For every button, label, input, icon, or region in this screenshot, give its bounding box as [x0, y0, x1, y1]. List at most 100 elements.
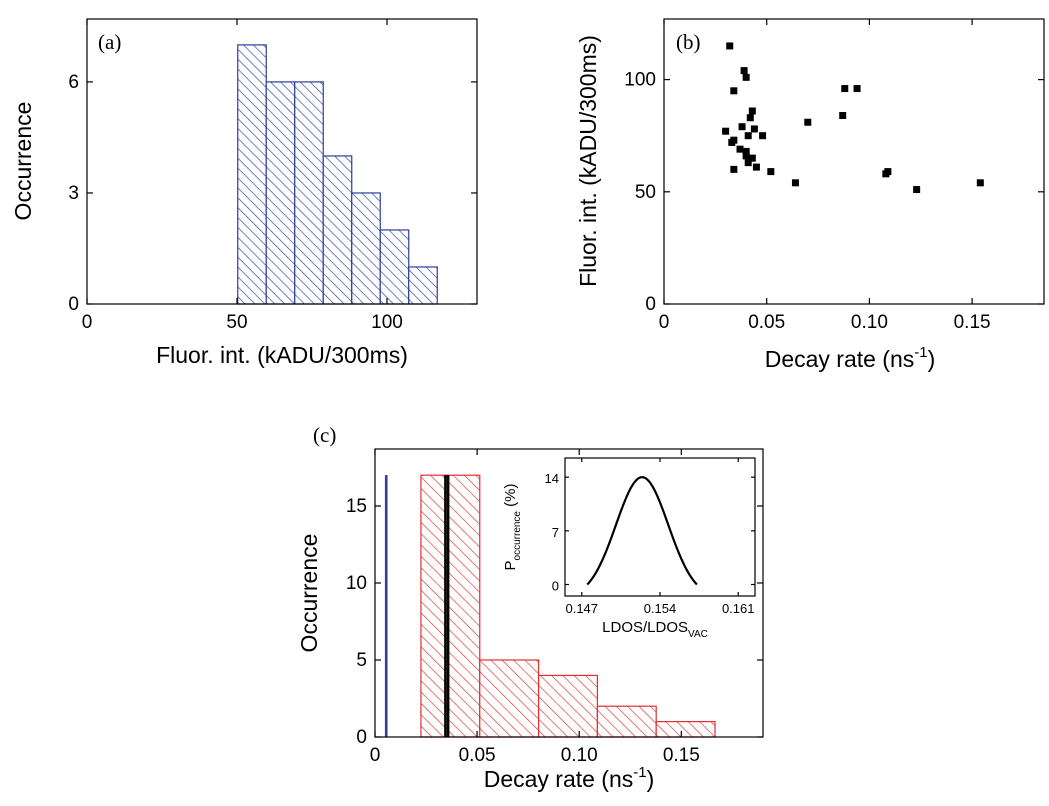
- inset-xtick-label: 0.161: [722, 601, 755, 616]
- panel-a-ytick-label: 6: [68, 72, 79, 93]
- panel-b-point: [744, 132, 752, 140]
- panel-b-point: [742, 73, 750, 81]
- panel-b-point: [913, 186, 921, 194]
- inset-xlabel-sub: VAC: [688, 629, 708, 640]
- panel-b-point: [752, 163, 760, 171]
- inset-xtick-label: 0.154: [644, 601, 677, 616]
- panel-b-point: [726, 42, 734, 50]
- panel-b-points: [722, 42, 984, 194]
- inset-ticks: 0.147 0.154 0.161 0 7 14: [545, 458, 755, 616]
- inset-ylabel: Poccurrence (%): [502, 484, 523, 571]
- inset-ytick-label: 14: [545, 471, 559, 486]
- panel-a-xtick-label: 0: [82, 312, 93, 333]
- panel-b-point: [748, 107, 756, 115]
- panel-c-vlines: [384, 475, 450, 737]
- inset-ylabel-sub: occurrence: [512, 511, 523, 561]
- panel-a-bar: [408, 266, 438, 305]
- scatter-panel-b: (b) 0 0.05 0.10 0.15 0 50 100 Decay rate (ns-1…: [575, 18, 1045, 372]
- panel-b-point: [722, 127, 730, 135]
- inset-ytick-label: 7: [552, 525, 559, 540]
- panel-b-ylabel: Fluor. int. (kADU/300ms): [575, 35, 601, 287]
- panel-b-ytick-label: 50: [635, 182, 656, 203]
- panel-a-xtick-label: 100: [371, 312, 403, 333]
- panel-b-point: [767, 168, 775, 176]
- panel-c-label: (c): [313, 423, 336, 447]
- inset-ylabel-end: (%): [502, 484, 519, 512]
- panel-a-ytick-label: 3: [68, 183, 79, 204]
- panel-b-xtick-label: 0.10: [851, 312, 888, 333]
- panel-c-xtick-label: 0.15: [663, 745, 700, 766]
- inset-distribution-curve: [586, 476, 698, 586]
- panel-a-ylabel: Occurrence: [10, 102, 36, 221]
- panel-c-xtick-label: 0.05: [459, 745, 496, 766]
- panel-a-ytick-label: 0: [68, 294, 79, 315]
- panel-b-ytick-label: 0: [645, 294, 656, 315]
- panel-a-bar: [265, 81, 296, 305]
- panel-b-point: [740, 67, 748, 75]
- panel-a-frame: [86, 18, 478, 305]
- panel-b-xlabel-main: Decay rate (ns: [765, 346, 915, 372]
- panel-c-bar: [596, 705, 657, 738]
- panel-a-ticks: 0 50 100 0 3 6: [68, 19, 477, 333]
- panel-c-ytick-label: 10: [346, 573, 367, 594]
- inset-xtick-label: 0.147: [565, 601, 598, 616]
- panel-b-point: [738, 123, 746, 131]
- panel-b-point: [736, 145, 744, 153]
- panel-c-xlabel-end: ): [647, 766, 655, 792]
- panel-c-bar: [479, 659, 540, 738]
- panel-a-bar: [294, 81, 324, 305]
- panel-b-point: [884, 168, 892, 176]
- panel-c-bar: [537, 674, 598, 738]
- panel-b-point: [804, 118, 812, 126]
- histogram-panel-a: (a) 0 50 100 0 3 6 Fluor. int. (kADU/300ms) O…: [10, 18, 478, 368]
- panel-b-point: [746, 114, 754, 122]
- panel-c-xlabel-sup: -1: [633, 764, 646, 781]
- panel-c-ytick-label: 15: [346, 496, 367, 517]
- inset-xlabel: LDOS/LDOSVAC: [602, 619, 708, 640]
- panel-a-bar: [322, 155, 353, 305]
- panel-c-xlabel-main: Decay rate (ns: [484, 766, 634, 792]
- panel-b-point: [750, 125, 758, 133]
- panel-b-ticks: 0 0.05 0.10 0.15 0 50 100: [624, 19, 1044, 333]
- panel-b-label: (b): [676, 30, 701, 54]
- panel-c-ylabel: Occurrence: [296, 534, 322, 653]
- panel-b-point: [730, 87, 738, 95]
- panel-b-point: [759, 132, 767, 140]
- panel-b-point: [841, 85, 849, 93]
- panel-a-bars: [237, 44, 438, 305]
- panel-b-point: [742, 152, 750, 160]
- panel-c-ytick-label: 5: [356, 650, 367, 671]
- panel-b-ytick-label: 100: [624, 70, 656, 91]
- panel-b-point: [730, 165, 738, 173]
- panel-c-bar: [420, 474, 481, 738]
- panel-b-xtick-label: 0: [659, 312, 670, 333]
- panel-c-frame: [374, 448, 764, 738]
- panel-b-point: [853, 85, 861, 93]
- panel-b-xtick-label: 0.15: [954, 312, 991, 333]
- panel-b-point: [744, 159, 752, 167]
- panel-c-ticks: 0 0.05 0.10 0.15 0 5 10 15: [346, 449, 763, 766]
- panel-c-xtick-label: 0: [370, 745, 381, 766]
- panel-b-xlabel-sup: -1: [914, 344, 927, 361]
- panel-b-frame: [663, 18, 1045, 305]
- panel-b-xlabel-end: ): [928, 346, 936, 372]
- panel-b-point: [839, 111, 847, 119]
- panel-a-bar: [237, 44, 267, 305]
- panel-c-bar: [655, 720, 716, 738]
- panel-c-inset: 0.147 0.154 0.161 0 7 14 LDOS/LDOSVAC Poccurr…: [502, 457, 756, 640]
- panel-a-xlabel: Fluor. int. (kADU/300ms): [156, 342, 408, 368]
- panel-c-xtick-label: 0.10: [561, 745, 598, 766]
- panel-b-point: [742, 147, 750, 155]
- panel-b-point: [976, 179, 984, 187]
- panel-a-bar: [351, 192, 381, 305]
- panel-b-xlabel: Decay rate (ns-1): [765, 344, 936, 372]
- inset-xlabel-main: LDOS/LDOS: [602, 619, 688, 636]
- panel-a-label: (a): [98, 30, 121, 54]
- panel-c-ytick-label: 0: [356, 727, 367, 748]
- inset-ylabel-main: P: [502, 560, 519, 570]
- panel-a-xtick-label: 50: [226, 312, 247, 333]
- panel-b-point: [791, 179, 799, 187]
- inset-ytick-label: 0: [552, 579, 559, 594]
- panel-c-xlabel: Decay rate (ns-1): [484, 764, 655, 792]
